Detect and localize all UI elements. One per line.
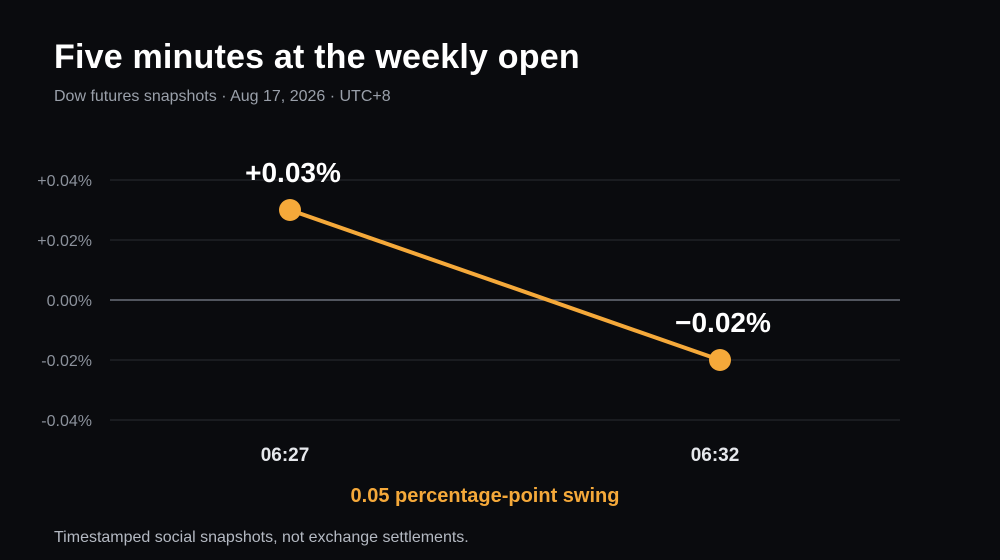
- data-point: [279, 199, 301, 221]
- x-tick-label: 06:27: [261, 445, 310, 466]
- grid-lines: [110, 179, 900, 421]
- series: [279, 199, 731, 371]
- y-tick-label: +0.02%: [37, 233, 92, 250]
- y-tick-label: -0.02%: [41, 353, 92, 370]
- data-label: +0.03%: [245, 157, 341, 188]
- y-tick-label: 0.00%: [47, 293, 92, 310]
- footnote: Timestamped social snapshots, not exchan…: [54, 529, 469, 546]
- y-tick-label: +0.04%: [37, 173, 92, 190]
- y-tick-label: -0.04%: [41, 413, 92, 430]
- x-tick-label: 06:32: [691, 445, 740, 466]
- data-labels: +0.03% −0.02%: [245, 157, 771, 338]
- data-point: [709, 349, 731, 371]
- swing-annotation: 0.05 percentage-point swing: [350, 485, 620, 507]
- data-label: −0.02%: [675, 307, 771, 338]
- chart-title: Five minutes at the weekly open: [54, 38, 580, 76]
- chart-subtitle: Dow futures snapshots · Aug 17, 2026 · U…: [54, 88, 391, 105]
- series-line: [288, 208, 722, 362]
- x-axis-ticks: 06:27 06:32: [261, 445, 740, 466]
- y-axis-ticks: +0.04% +0.02% 0.00% -0.02% -0.04%: [37, 173, 92, 430]
